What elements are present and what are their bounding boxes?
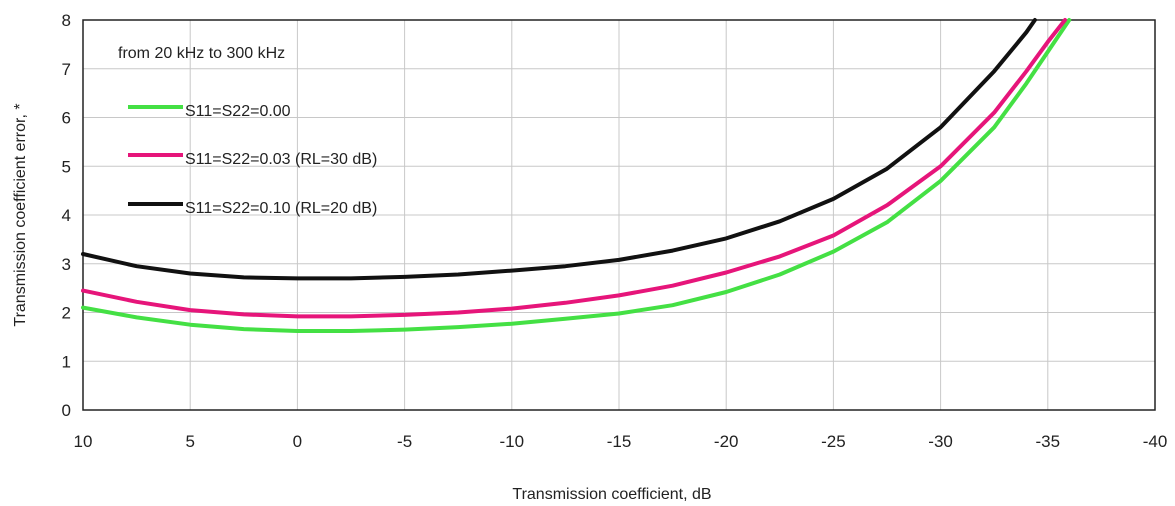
x-axis-ticks: 10 5 0 -5 -10 -15 -20 -25 -30 -35 -40: [74, 432, 1168, 451]
x-axis-title: Transmission coefficient, dB: [512, 486, 711, 503]
y-tick-label: 2: [62, 304, 71, 323]
range-annotation: from 20 kHz to 300 kHz: [118, 45, 285, 62]
x-tick-label: -15: [607, 432, 632, 451]
x-tick-label: -40: [1143, 432, 1168, 451]
y-tick-label: 3: [62, 255, 71, 274]
x-tick-label: 0: [293, 432, 302, 451]
plot-area-frame: [82, 19, 1156, 411]
series-line-s11-s22-0-03-rl-30-db: [81, 18, 1067, 319]
y-tick-label: 6: [62, 109, 71, 128]
y-tick-label: 4: [62, 206, 71, 225]
y-tick-label: 1: [62, 352, 71, 371]
y-axis-title: Transmission coefficient error, *: [12, 103, 29, 326]
legend-label-s11-003: S11=S22=0.03 (RL=30 dB): [185, 151, 377, 168]
x-tick-label: -30: [928, 432, 953, 451]
y-axis-ticks: 0 1 2 3 4 5 6 7 8: [62, 11, 71, 420]
legend-label-s11-010: S11=S22=0.10 (RL=20 dB): [185, 200, 377, 217]
series-line-s11-s22-0-10-rl-20-db: [81, 18, 1037, 281]
x-tick-label: -35: [1036, 432, 1061, 451]
x-tick-label: -20: [714, 432, 739, 451]
series-lines: [81, 18, 1072, 333]
series-line-s11-s22-0-00: [81, 18, 1072, 333]
x-tick-label: -10: [500, 432, 525, 451]
legend-label-s11-000: S11=S22=0.00: [185, 103, 291, 120]
y-tick-label: 0: [62, 401, 71, 420]
x-tick-label: -25: [821, 432, 846, 451]
y-tick-label: 5: [62, 157, 71, 176]
x-tick-label: 5: [185, 432, 194, 451]
y-tick-label: 8: [62, 11, 71, 30]
y-tick-label: 7: [62, 60, 71, 79]
legend: S11=S22=0.00 S11=S22=0.03 (RL=30 dB) S11…: [128, 103, 377, 217]
x-tick-label: 10: [74, 432, 93, 451]
x-tick-label: -5: [397, 432, 412, 451]
